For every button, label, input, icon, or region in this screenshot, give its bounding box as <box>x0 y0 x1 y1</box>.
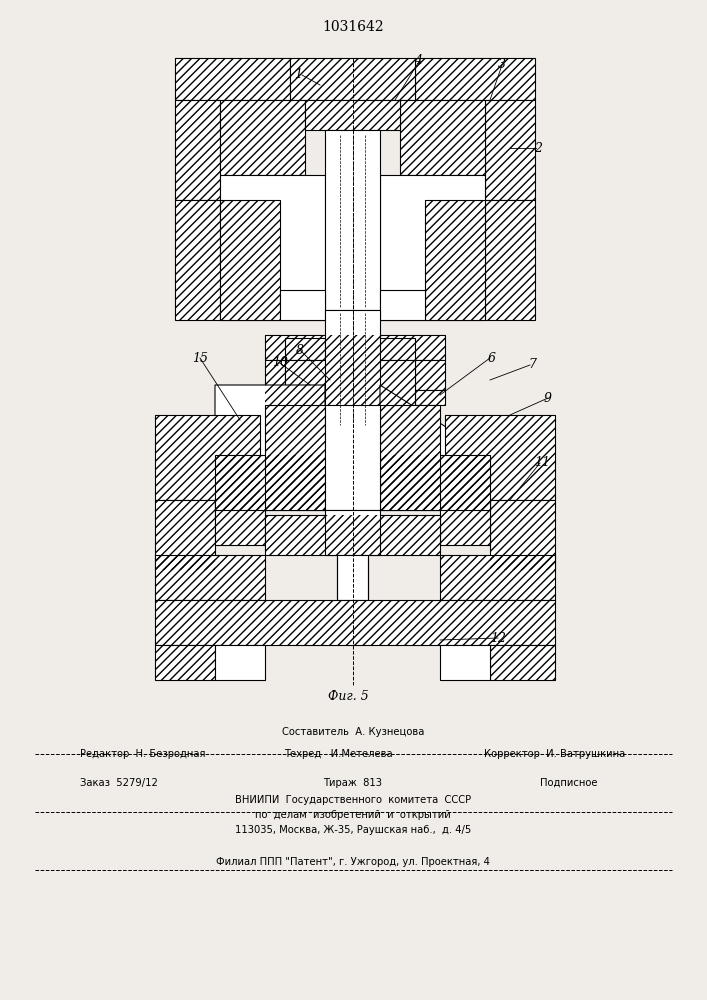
Text: 7: 7 <box>528 359 536 371</box>
Text: Заказ  5279/12: Заказ 5279/12 <box>80 778 158 788</box>
Text: 4: 4 <box>414 53 422 66</box>
Text: 10: 10 <box>272 357 288 369</box>
Polygon shape <box>285 338 325 360</box>
Text: 9: 9 <box>544 391 552 404</box>
Polygon shape <box>265 515 440 555</box>
Polygon shape <box>440 555 555 600</box>
Polygon shape <box>375 338 415 360</box>
Text: Тираж  813: Тираж 813 <box>324 778 382 788</box>
Polygon shape <box>265 335 445 360</box>
Polygon shape <box>215 455 325 510</box>
Text: 1: 1 <box>294 68 302 82</box>
Polygon shape <box>485 100 535 200</box>
Polygon shape <box>280 290 325 320</box>
Text: 6: 6 <box>488 352 496 364</box>
Text: 11: 11 <box>534 456 550 470</box>
Polygon shape <box>490 500 555 570</box>
Polygon shape <box>155 555 265 600</box>
Polygon shape <box>220 175 325 320</box>
Text: 12: 12 <box>490 632 506 645</box>
Polygon shape <box>215 645 265 680</box>
Polygon shape <box>415 390 445 405</box>
Polygon shape <box>445 415 555 500</box>
Polygon shape <box>265 390 285 405</box>
Polygon shape <box>380 405 440 510</box>
Polygon shape <box>485 200 535 320</box>
Polygon shape <box>175 200 220 320</box>
Text: ВНИИПИ  Государственного  комитета  СССР: ВНИИПИ Государственного комитета СССР <box>235 795 471 805</box>
Polygon shape <box>290 58 415 100</box>
Text: по  делам  изобретений  и  открытий: по делам изобретений и открытий <box>255 810 451 820</box>
Polygon shape <box>175 58 290 100</box>
Text: Составитель  А. Кузнецова: Составитель А. Кузнецова <box>282 727 424 737</box>
Text: Редактор  Н. Безродная: Редактор Н. Безродная <box>80 749 206 759</box>
Polygon shape <box>415 360 445 390</box>
Polygon shape <box>325 310 380 430</box>
Text: Техред   И.Метелева: Техред И.Метелева <box>284 749 392 759</box>
Polygon shape <box>265 405 325 510</box>
Polygon shape <box>220 100 305 175</box>
Polygon shape <box>380 455 490 510</box>
Polygon shape <box>425 200 485 320</box>
Polygon shape <box>155 415 260 500</box>
Polygon shape <box>380 175 485 320</box>
Text: 1031642: 1031642 <box>322 20 384 34</box>
Text: Фиг. 5: Фиг. 5 <box>327 690 368 703</box>
Text: 2: 2 <box>534 141 542 154</box>
Polygon shape <box>305 100 400 130</box>
Text: 3: 3 <box>498 58 506 72</box>
Polygon shape <box>415 58 535 100</box>
Polygon shape <box>220 200 280 320</box>
Polygon shape <box>325 405 380 510</box>
Polygon shape <box>215 385 325 510</box>
Polygon shape <box>440 500 490 545</box>
Text: Филиал ППП "Патент", г. Ужгород, ул. Проектная, 4: Филиал ППП "Патент", г. Ужгород, ул. Про… <box>216 857 490 867</box>
Polygon shape <box>400 100 485 175</box>
Polygon shape <box>265 360 285 390</box>
Text: 8: 8 <box>296 344 304 357</box>
Polygon shape <box>155 645 215 680</box>
Polygon shape <box>155 500 215 570</box>
Text: Подписное: Подписное <box>540 778 597 788</box>
Polygon shape <box>215 500 265 545</box>
Text: 15: 15 <box>192 352 208 364</box>
Polygon shape <box>155 600 555 645</box>
Text: 113035, Москва, Ж-35, Раушская наб.,  д. 4/5: 113035, Москва, Ж-35, Раушская наб., д. … <box>235 825 471 835</box>
Polygon shape <box>380 290 425 320</box>
Text: Корректор  И. Ватрушкина: Корректор И. Ватрушкина <box>484 749 625 759</box>
Polygon shape <box>175 100 220 200</box>
Polygon shape <box>337 555 368 600</box>
Polygon shape <box>380 385 490 510</box>
Polygon shape <box>490 645 555 680</box>
Polygon shape <box>285 360 415 405</box>
Polygon shape <box>325 130 380 310</box>
Polygon shape <box>325 510 380 555</box>
Polygon shape <box>440 645 490 680</box>
